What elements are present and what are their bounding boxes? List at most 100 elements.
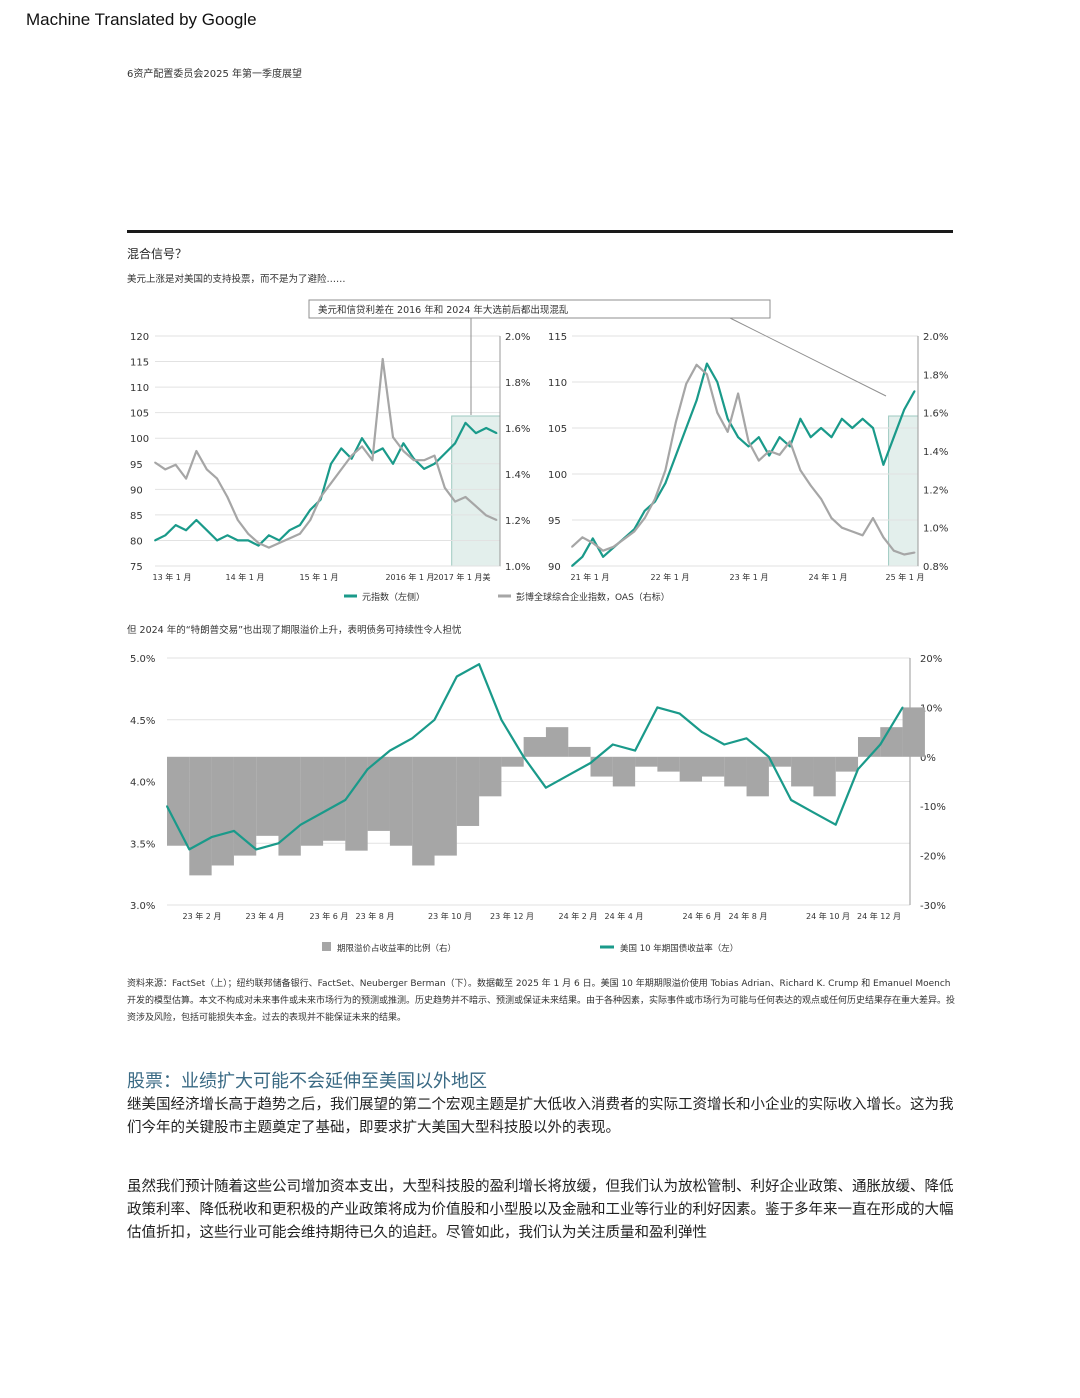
data-point: [882, 463, 885, 466]
y-left-tick: 90: [130, 485, 143, 496]
data-point: [903, 408, 906, 411]
data-point: [737, 436, 739, 439]
data-point: [913, 551, 916, 554]
data-point: [340, 447, 343, 450]
y-left-tick: 75: [130, 562, 143, 573]
data-point: [299, 823, 302, 826]
x-tick: 24 年 12 月: [857, 911, 901, 921]
data-point: [701, 731, 703, 733]
data-point: [210, 836, 213, 838]
y-left-tick: 5.0%: [130, 654, 155, 665]
data-point: [433, 718, 436, 721]
data-point: [299, 532, 301, 535]
x-tick: 2016 年 1 月: [385, 572, 434, 582]
source-note: 资料来源：FactSet（上）；纽约联邦储备银行、FactSet、Neuberg…: [127, 979, 956, 1023]
data-point: [478, 663, 480, 666]
data-point: [612, 545, 615, 548]
y-left-tick: 4.5%: [130, 716, 155, 727]
data-point: [464, 496, 467, 498]
y-right-tick: 1.4%: [923, 447, 948, 458]
data-point: [685, 427, 688, 429]
bar-term-premium: [568, 746, 591, 757]
data-point: [747, 440, 750, 443]
series-line-usd: [154, 421, 498, 547]
data-point: [330, 482, 332, 485]
x-tick: 22 年 1 月: [651, 572, 690, 582]
data-point: [656, 706, 659, 709]
data-point: [745, 737, 748, 740]
x-tick: 23 年 6 月: [310, 911, 349, 921]
x-tick: 23 年 8 月: [356, 911, 395, 921]
x-tick: 24 年 10 月: [806, 911, 850, 921]
data-point: [454, 442, 457, 445]
bar-term-premium: [768, 756, 792, 767]
data-point: [495, 432, 498, 435]
data-point: [757, 436, 760, 439]
data-point: [174, 463, 177, 466]
data-point: [768, 450, 771, 452]
data-point: [674, 454, 677, 457]
data-point: [767, 755, 770, 758]
data-point: [695, 363, 698, 366]
data-point: [247, 532, 250, 535]
y-left-tick: 95: [130, 460, 143, 471]
paragraph-1: 继美国经济增长高于趋势之后，我们展望的第二个宏观主题是扩大低收入消费者的实际工资…: [127, 1097, 954, 1136]
data-point: [340, 468, 343, 471]
data-point: [809, 436, 812, 439]
bar-term-premium: [501, 756, 524, 767]
y-left-tick: 105: [130, 409, 149, 420]
data-point: [255, 848, 258, 851]
data-point: [778, 436, 781, 439]
data-point: [278, 542, 281, 544]
data-point: [834, 823, 837, 826]
data-point: [485, 514, 488, 517]
x-tick: 13 年 1 月: [153, 572, 192, 582]
data-point: [154, 461, 156, 464]
y-right-tick: -20%: [920, 852, 946, 863]
series-line-oas: [154, 357, 498, 549]
bar-term-premium: [345, 756, 368, 851]
data-point: [257, 542, 260, 544]
data-point: [299, 524, 301, 527]
bar-term-premium: [612, 756, 636, 787]
bar-term-premium: [679, 756, 703, 782]
bar-term-premium: [456, 756, 480, 826]
data-point: [350, 454, 353, 457]
data-point: [350, 457, 353, 460]
y-right-tick: 0.8%: [923, 562, 948, 573]
data-point: [589, 762, 592, 764]
data-point: [654, 498, 656, 500]
legend-label-tp: 期限溢价占收益率的比例（右）: [337, 943, 456, 954]
data-point: [257, 544, 260, 547]
data-point: [154, 539, 156, 542]
data-point: [164, 534, 167, 537]
data-point: [789, 440, 791, 443]
y-right-tick: 10%: [920, 703, 942, 714]
bar-term-premium: [523, 737, 546, 757]
bar-term-premium: [835, 756, 859, 772]
x-tick: 23 年 12 月: [490, 911, 534, 921]
data-point: [455, 675, 458, 678]
data-point: [812, 811, 815, 814]
data-point: [226, 496, 229, 498]
data-point: [830, 436, 833, 439]
y-right-tick: 2.0%: [505, 332, 530, 343]
bar-term-premium: [211, 756, 234, 866]
bar-term-premium: [189, 756, 212, 876]
x-tick: 15 年 1 月: [300, 572, 339, 582]
series-line-usd: [571, 362, 916, 567]
bar-term-premium: [256, 756, 279, 836]
bar-term-premium: [902, 707, 925, 757]
bar-term-premium: [880, 727, 903, 757]
y-left-tick: 3.0%: [130, 901, 155, 912]
data-point: [232, 830, 235, 832]
data-point: [789, 445, 791, 448]
callout-box: [308, 299, 771, 319]
data-point: [454, 500, 457, 503]
data-point: [288, 529, 291, 532]
data-point: [591, 537, 594, 540]
y-left-tick: 105: [548, 424, 567, 435]
data-point: [747, 445, 750, 448]
legend-label-y10: 美国 10 年期国债收益率（左）: [620, 943, 738, 954]
data-point: [309, 519, 312, 521]
